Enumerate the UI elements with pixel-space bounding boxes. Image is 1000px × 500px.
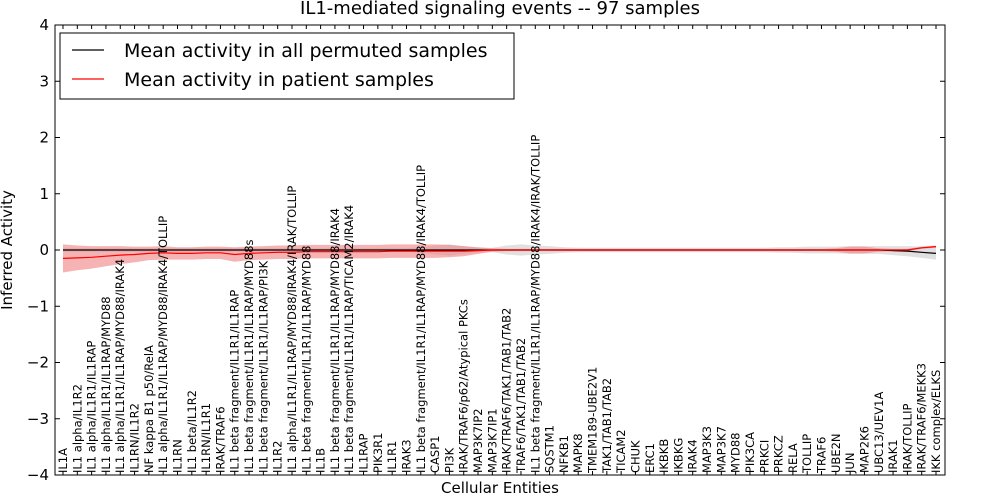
permuted-band xyxy=(63,244,936,260)
category-label: IRAK/TOLLIP xyxy=(900,404,914,473)
category-label: IRAK1 xyxy=(886,439,900,473)
category-label: IL1 beta/IL1R2 xyxy=(185,390,199,473)
category-label: TOLLIP xyxy=(800,434,814,474)
category-label: CASP1 xyxy=(428,436,442,473)
patient-band xyxy=(63,244,936,273)
category-label: MAP3K7 xyxy=(714,426,728,473)
category-label: PI3K xyxy=(442,447,456,473)
category-label: IL1 beta fragment/IL1R1/IL1RAP/PI3K xyxy=(256,260,270,473)
category-label: IL1A xyxy=(56,448,70,473)
category-label: IL1RAP xyxy=(357,433,371,473)
category-label: MAPK8 xyxy=(571,433,585,473)
legend-box xyxy=(59,32,515,100)
category-label: IL1RN xyxy=(171,439,185,473)
category-label: TMEM189-UBE2V1 xyxy=(586,367,600,474)
category-label: PRKCI xyxy=(757,440,771,473)
y-tick-label: −2 xyxy=(27,354,49,372)
category-label: IL1 alpha/IL1R1/IL1RAP/MYD88/IRAK4/IRAK/… xyxy=(285,186,299,473)
y-tick-label: 3 xyxy=(39,72,49,90)
category-label: NF kappa B1 p50/RelA xyxy=(142,345,156,473)
category-label: IL1 beta fragment/IL1R1/IL1RAP/MYD88/IRA… xyxy=(414,165,428,473)
y-tick-label: −3 xyxy=(27,410,49,428)
y-tick-label: 4 xyxy=(39,16,49,34)
category-label: IL1 alpha/IL1R1/IL1RAP xyxy=(85,341,99,473)
category-label: TAK1/TAB1/TAB2 xyxy=(600,378,614,474)
category-label: IKBKB xyxy=(657,439,671,473)
y-tick-label: 1 xyxy=(39,185,49,203)
category-label: IRAK/TRAF6/TAK1/TAB1/TAB2 xyxy=(500,308,514,473)
y-axis-title: Inferred Activity xyxy=(0,190,16,310)
category-label: CHUK xyxy=(629,440,643,473)
category-label: NFKB1 xyxy=(557,435,571,473)
category-label: IL1 beta fragment/IL1R1/IL1RAP/TICAM2/IR… xyxy=(342,205,356,473)
category-label: IL1 alpha/IL1R1/IL1RAP/MYD88/IRAK4 xyxy=(113,259,127,473)
category-label: IL1RN/IL1R2 xyxy=(128,403,142,473)
category-label: IKBKG xyxy=(671,438,685,473)
category-label: MYD88 xyxy=(729,433,743,473)
category-label: IL1R1 xyxy=(385,441,399,473)
category-label: MAP2K6 xyxy=(857,426,871,473)
category-label: IL1 alpha/IL1R1/IL1RAP/MYD88/IRAK4/TOLLI… xyxy=(156,216,170,473)
category-label: PIK3CA xyxy=(743,432,757,473)
category-label: MAP3K7IP2 xyxy=(471,408,485,473)
category-label: IL1 beta fragment/IL1R1/IL1RAP/MYD88 xyxy=(299,246,313,473)
category-label: UBC13/UEV1A xyxy=(872,392,886,474)
y-tick-label: −1 xyxy=(27,297,49,315)
category-label: IRAK4 xyxy=(686,439,700,473)
category-label: UBE2N xyxy=(829,433,843,473)
category-label: IL1 beta fragment/IL1R1/IL1RAP/MYD88/IRA… xyxy=(528,135,542,473)
x-axis-title: Cellular Entities xyxy=(441,479,559,497)
y-tick-label: −4 xyxy=(27,466,49,484)
category-label: ERC1 xyxy=(643,443,657,473)
category-label: IL1RN/IL1R1 xyxy=(199,403,213,473)
category-label: IL1 alpha/IL1R1/IL1RAP/MYD88 xyxy=(99,296,113,473)
category-label: TRAF6 xyxy=(815,437,829,474)
category-label: IRAK/TRAF6 xyxy=(213,406,227,473)
category-label: IL1 beta fragment/IL1R1/IL1RAP/MYD88s xyxy=(242,239,256,472)
category-label: PIK3R1 xyxy=(371,433,385,474)
category-label: PRKCZ xyxy=(772,435,786,473)
category-label: MAP3K7IP1 xyxy=(485,408,499,473)
category-label: TRAF6/TAK1/TAB1/TAB2 xyxy=(514,338,528,474)
legend-label-patient: Mean activity in patient samples xyxy=(124,69,434,91)
chart-title: IL1-mediated signaling events -- 97 samp… xyxy=(300,0,700,19)
category-label: IRAK/TRAF6/MEKK3 xyxy=(915,363,929,473)
patient-mean-line xyxy=(62,246,937,259)
category-label: JUN xyxy=(843,453,857,474)
category-label: IKK complex/ELKS xyxy=(929,370,943,473)
category-label: IRAK/TRAF6/p62/Atypical PKCs xyxy=(457,299,471,473)
category-label: MAP3K3 xyxy=(700,426,714,473)
legend-label-permuted: Mean activity in all permuted samples xyxy=(124,40,487,62)
category-label: IL1 alpha/IL1R2 xyxy=(70,384,84,473)
category-label: IL1 beta fragment/IL1R1/IL1RAP xyxy=(228,290,242,473)
category-label: TICAM2 xyxy=(614,429,628,474)
y-tick-label: 2 xyxy=(39,129,49,147)
category-label: RELA xyxy=(786,443,800,473)
legend: Mean activity in all permuted samples Me… xyxy=(59,32,515,100)
category-label: SQSTM1 xyxy=(543,425,557,473)
category-label: IL1 beta fragment/IL1R1/IL1RAP/MYD88/IRA… xyxy=(328,208,342,473)
category-label: IL1B xyxy=(314,448,328,473)
y-tick-label: 0 xyxy=(39,241,49,259)
category-label: IL1R2 xyxy=(271,441,285,473)
category-label: IRAK3 xyxy=(400,439,414,473)
